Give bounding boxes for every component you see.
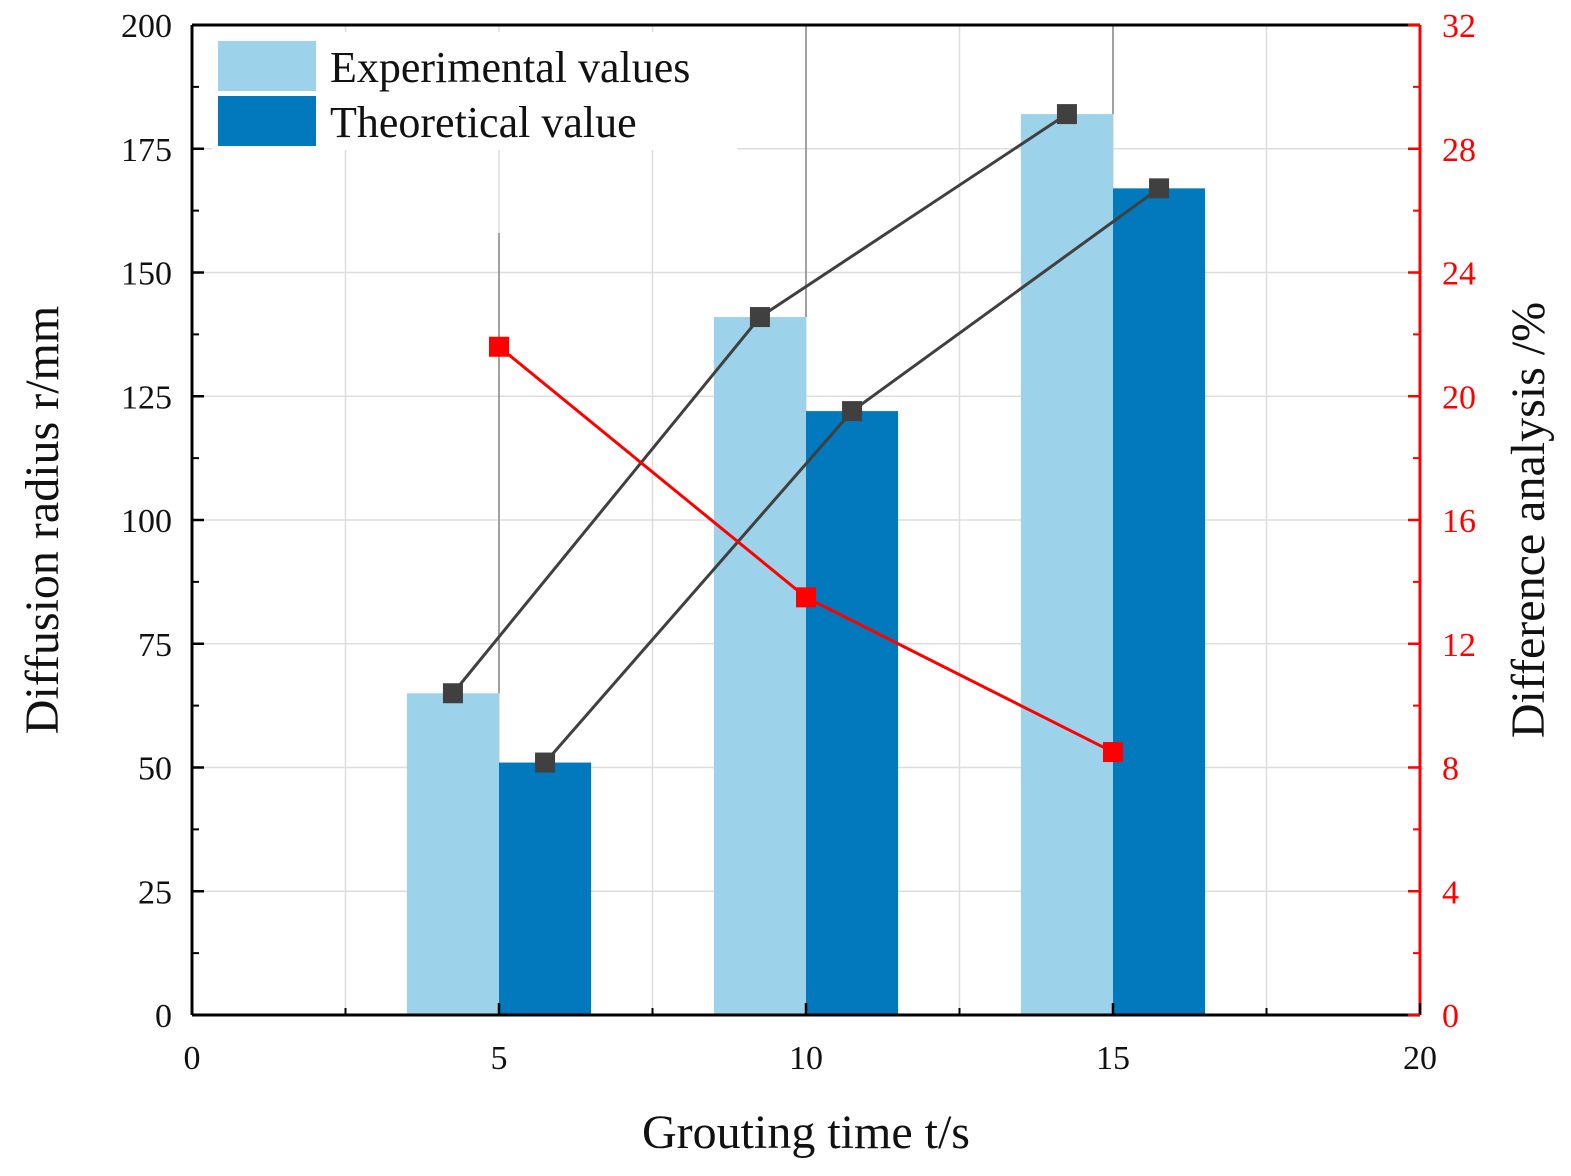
- y-tick-label: 150: [121, 256, 172, 293]
- marker-theoretical: [1149, 178, 1170, 199]
- y-tick-label: 175: [121, 132, 172, 169]
- marker-difference: [489, 336, 509, 357]
- y2-tick-label: 32: [1442, 8, 1476, 45]
- y-tick-label: 75: [138, 627, 172, 664]
- y2-axis-title: Difference analysis /%: [1502, 302, 1555, 738]
- y2-tick-label: 24: [1442, 256, 1476, 293]
- y2-tick-label: 16: [1442, 503, 1476, 540]
- legend-label-experimental: Experimental values: [330, 43, 690, 92]
- y-tick-label: 100: [121, 503, 172, 540]
- bar-layer: [406, 25, 1206, 1016]
- y2-tick-label: 0: [1442, 998, 1459, 1035]
- marker-difference: [1103, 742, 1123, 763]
- line-layer: [442, 104, 1170, 773]
- x-tick-label: 10: [789, 1040, 823, 1077]
- axis-layer: 0 5 10 15 2002550751001251501752000481216202…: [121, 8, 1476, 1077]
- legend: Experimental values Theoretical value: [212, 32, 737, 150]
- y-tick-label: 125: [121, 379, 172, 416]
- y2-tick-label: 20: [1442, 379, 1476, 416]
- marker-theoretical: [842, 401, 863, 422]
- x-tick-label: 15: [1096, 1040, 1130, 1077]
- marker-experimental: [1056, 104, 1077, 125]
- x-tick-label: 20: [1403, 1040, 1437, 1077]
- legend-swatch-theoretical: [218, 96, 316, 146]
- y2-tick-label: 8: [1442, 751, 1459, 788]
- bar-theoretical: [1113, 188, 1206, 1016]
- bar-theoretical: [499, 762, 592, 1015]
- legend-label-theoretical: Theoretical value: [330, 98, 637, 147]
- bar-experimental: [406, 693, 499, 1015]
- bar-theoretical: [806, 411, 899, 1016]
- y-tick-label: 200: [121, 8, 172, 45]
- y2-tick-label: 12: [1442, 627, 1476, 664]
- marker-experimental: [749, 307, 770, 328]
- y-tick-label: 0: [155, 998, 172, 1035]
- y-tick-label: 25: [138, 874, 172, 911]
- x-tick-label: 5: [491, 1040, 508, 1077]
- bar-experimental: [713, 317, 806, 1015]
- marker-experimental: [442, 683, 463, 704]
- x-tick-label: 0: [184, 1040, 201, 1077]
- x-axis-title: Grouting time t/s: [642, 1106, 970, 1159]
- bar-experimental: [1020, 114, 1113, 1016]
- legend-swatch-experimental: [218, 41, 316, 91]
- y2-tick-label: 28: [1442, 132, 1476, 169]
- y-tick-label: 50: [138, 751, 172, 788]
- marker-difference: [796, 587, 816, 608]
- y2-tick-label: 4: [1442, 874, 1459, 911]
- marker-theoretical: [535, 752, 556, 773]
- y-axis-title: Diffusion radius r/mm: [16, 306, 69, 734]
